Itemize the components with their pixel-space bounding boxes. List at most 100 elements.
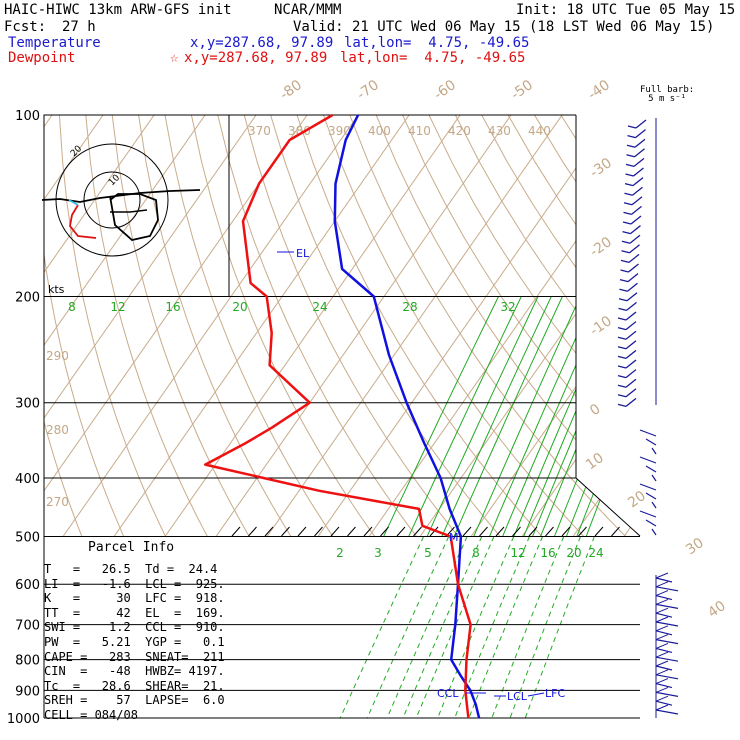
isotherm-label: 20 (625, 488, 649, 511)
wind-barb-flag (617, 355, 627, 360)
wind-barb-low-tick (655, 642, 669, 649)
wind-barb-mid (639, 510, 657, 518)
isotherm-line (0, 115, 1, 718)
dewpoint-legend-label: Dewpoint (8, 50, 76, 66)
wind-barb (625, 311, 637, 321)
profiles-layer: EL M CCL LCL LFC (203, 113, 565, 719)
wind-barb (625, 397, 637, 407)
moist-adiabat-line (386, 536, 468, 718)
mixing-ratio-line (469, 296, 640, 536)
wind-barb (626, 292, 638, 302)
hatch-mark (248, 526, 257, 537)
isotherm-line (44, 115, 257, 536)
mixing-ratio-label-lower: 24 (588, 546, 603, 560)
mixing-ratio-line (326, 296, 522, 536)
moist-adiabat-line (339, 536, 425, 718)
isotherm-label: 0 (587, 401, 603, 419)
wind-barb (627, 273, 639, 283)
parcel-info-line: CIN = -48 HWBZ= 4197. (44, 664, 225, 679)
wind-barb-low-tick (655, 590, 669, 597)
theta-label-left: 280 (46, 423, 69, 437)
wind-barb (625, 330, 637, 340)
wind-barb-low (655, 674, 679, 680)
mixing-ratio-label: 32 (500, 300, 515, 314)
hatch-mark (264, 526, 274, 537)
wind-barb-low (655, 630, 673, 636)
parcel-info-line: PW = 5.21 YGP = 0.1 (44, 635, 225, 649)
isotherm-line (44, 115, 155, 536)
wind-barb-low-tick (655, 581, 669, 588)
parcel-info-title: Parcel Info (88, 540, 175, 555)
isotherm-label: 40 (705, 598, 729, 621)
parcel-info-line: TT = 42 EL = 169. (44, 605, 225, 620)
wind-barb (630, 225, 641, 235)
hodograph-trace-low (69, 204, 97, 239)
wind-barb (628, 253, 640, 263)
level-label: M (449, 531, 459, 544)
plot-frame (43, 114, 576, 718)
hatch-mark (561, 526, 571, 537)
hatch-mark (611, 526, 620, 537)
mixing-ratio-label: 20 (232, 300, 247, 314)
wind-barb-flag (623, 211, 632, 216)
wind-barb-flag (617, 384, 627, 388)
parcel-info-line: T = 26.5 Td = 24.4 (44, 562, 218, 576)
wind-barb-flag (624, 192, 633, 196)
wind-barb-flag (619, 278, 629, 283)
temperature-latlon: lat,lon= 4.75, -49.65 (344, 35, 530, 51)
isotherm-line (44, 115, 308, 536)
wind-barb-mid (645, 519, 657, 527)
wind-barb (628, 263, 639, 273)
pressure-label: 600 (15, 578, 40, 593)
hatch-mark (396, 526, 406, 537)
moist-adiabat-line (402, 536, 483, 718)
wind-barb (625, 349, 637, 359)
wind-barb-flag (627, 125, 637, 129)
pressure-label: 800 (15, 654, 40, 669)
forecast-label: Fcst: (4, 19, 47, 35)
wind-barb-low-tick (655, 704, 669, 711)
hatch-mark (495, 526, 505, 537)
org-label: NCAR/MMM (274, 2, 342, 18)
wind-barb (625, 378, 637, 388)
mixing-ratio-label: 8 (68, 300, 76, 314)
parcel-info-line: Tc = 28.6 SHEAR= 21. (44, 678, 225, 693)
isotherm-label: -30 (587, 155, 615, 181)
wind-barb-mid (651, 447, 657, 455)
theta-label: 430 (488, 124, 511, 138)
mixing-ratio-label: 16 (165, 300, 180, 314)
wind-barb-low-tick (655, 669, 669, 676)
wind-barb-flag (617, 326, 627, 331)
dry-adiabat-line (190, 115, 533, 536)
dry-adiabat-line (560, 115, 640, 536)
wind-barb (635, 129, 646, 139)
mixing-ratio-label-lower: 8 (472, 546, 480, 560)
wind-barb-mid (639, 483, 657, 491)
model-title: HAIC-HIWC 13km ARW-GFS init (4, 2, 232, 18)
wind-barb-mid (651, 474, 657, 482)
wind-barb-mid (651, 528, 657, 536)
wind-barb (625, 369, 637, 379)
frame-layer (43, 114, 641, 718)
wind-barb-low-tick (655, 695, 669, 702)
mixing-ratio-line (484, 296, 640, 536)
hatch-mark (479, 526, 488, 537)
dry-adiabat-line (349, 115, 640, 536)
dry-adiabat-line (270, 115, 640, 536)
hatch-mark (314, 526, 323, 537)
isotherm-line (44, 115, 359, 536)
wind-barb-flag (617, 374, 627, 379)
moist-adiabat-line (415, 536, 495, 718)
parcel-info-line: SWI = 1.2 CCL = 910. (44, 620, 225, 635)
pressure-label: 1000 (7, 712, 40, 727)
wind-barb-low-tick (655, 598, 669, 605)
mixing-ratio-label: 24 (312, 300, 327, 314)
wind-barb-mid (639, 429, 657, 437)
wind-barb-low-tick (655, 651, 669, 658)
wind-barb (631, 196, 643, 206)
wind-barb-low (655, 586, 679, 592)
mixing-ratio-label: 28 (402, 300, 417, 314)
wind-barb-low-tick (655, 678, 669, 685)
